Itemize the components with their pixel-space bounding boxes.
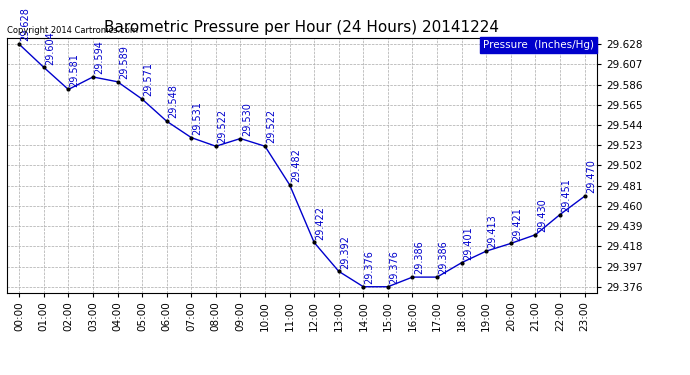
Text: 29.376: 29.376 (389, 250, 400, 284)
Text: 29.421: 29.421 (512, 207, 522, 241)
Text: Copyright 2014 Cartronics.com: Copyright 2014 Cartronics.com (7, 26, 138, 35)
Text: 29.594: 29.594 (95, 40, 104, 74)
Text: 29.392: 29.392 (340, 235, 350, 268)
Text: 29.470: 29.470 (586, 160, 596, 194)
Text: 29.589: 29.589 (119, 45, 129, 79)
Text: 29.386: 29.386 (414, 241, 424, 274)
Text: 29.401: 29.401 (463, 226, 473, 260)
Text: 29.413: 29.413 (488, 214, 497, 248)
Text: 29.530: 29.530 (241, 102, 252, 136)
Text: 29.531: 29.531 (193, 101, 203, 135)
Text: 29.571: 29.571 (144, 62, 153, 96)
Text: 29.430: 29.430 (537, 198, 546, 232)
Text: Pressure  (Inches/Hg): Pressure (Inches/Hg) (483, 40, 594, 50)
Text: 29.522: 29.522 (217, 110, 227, 144)
Text: 29.522: 29.522 (266, 110, 277, 144)
Text: 29.581: 29.581 (70, 53, 80, 87)
Text: 29.386: 29.386 (438, 241, 449, 274)
Text: 29.376: 29.376 (365, 250, 375, 284)
Text: 29.628: 29.628 (21, 8, 30, 42)
Text: 29.422: 29.422 (315, 206, 326, 240)
Text: 29.548: 29.548 (168, 85, 178, 118)
Text: 29.604: 29.604 (45, 31, 55, 64)
Text: 29.482: 29.482 (291, 148, 301, 182)
Text: 29.451: 29.451 (562, 178, 571, 212)
Title: Barometric Pressure per Hour (24 Hours) 20141224: Barometric Pressure per Hour (24 Hours) … (104, 20, 500, 35)
